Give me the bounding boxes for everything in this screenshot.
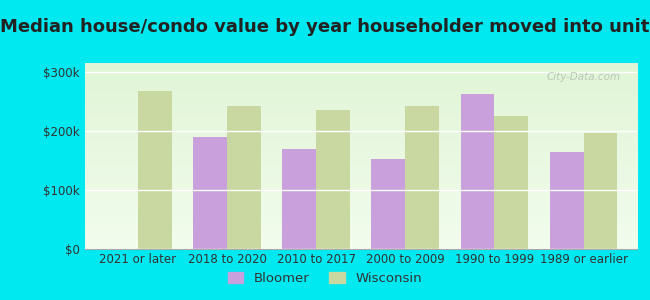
Bar — [550, 152, 584, 249]
Bar — [406, 106, 439, 249]
Legend: Bloomer, Wisconsin: Bloomer, Wisconsin — [222, 267, 428, 290]
Bar — [316, 110, 350, 249]
Bar — [282, 148, 316, 249]
Bar — [584, 133, 618, 249]
Text: City-Data.com: City-Data.com — [546, 72, 620, 82]
Bar — [461, 94, 495, 249]
Bar — [495, 116, 528, 249]
Bar — [193, 137, 227, 249]
Text: Median house/condo value by year householder moved into unit: Median house/condo value by year househo… — [0, 18, 650, 36]
Bar — [227, 106, 261, 249]
Bar — [138, 91, 172, 249]
Bar — [371, 159, 406, 249]
